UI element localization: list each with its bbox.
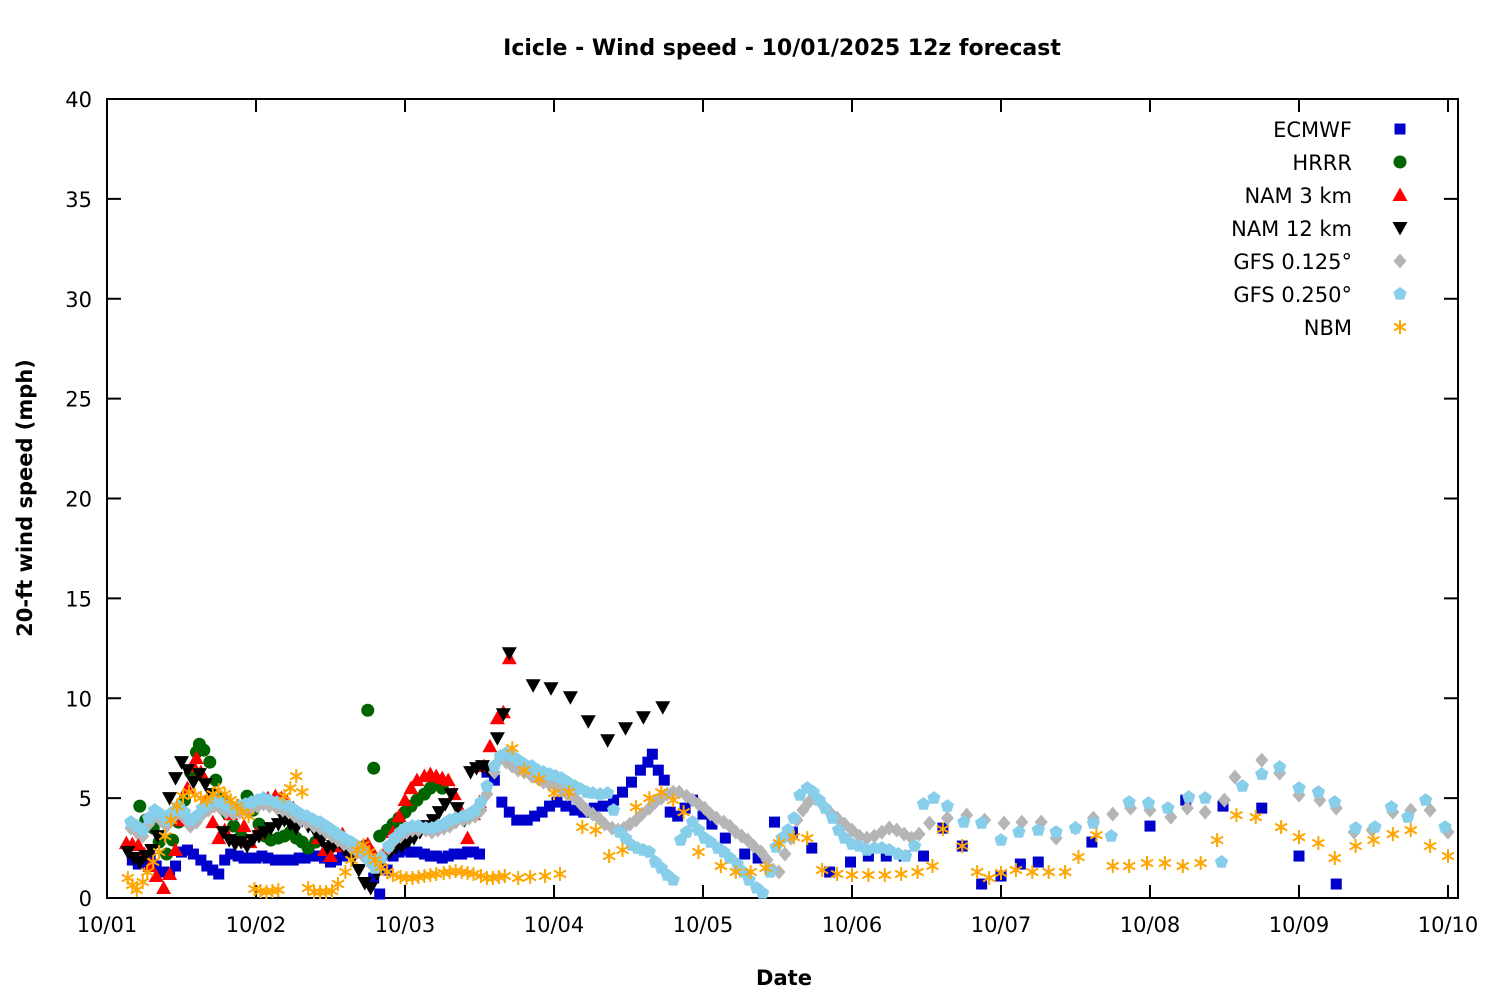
- y-tick-label: 10: [65, 687, 92, 711]
- legend-label: ECMWF: [1273, 118, 1352, 142]
- legend-marker: [1393, 253, 1407, 269]
- legend-marker: [1392, 222, 1408, 236]
- legend-marker: [1393, 155, 1407, 169]
- x-tick-label: 10/03: [375, 913, 436, 937]
- x-tick-label: 10/08: [1120, 913, 1181, 937]
- legend-marker: [1393, 287, 1407, 300]
- legend-label: HRRR: [1292, 151, 1352, 175]
- legend-marker: [1394, 123, 1406, 135]
- x-tick-label: 10/06: [822, 913, 883, 937]
- plot-generated-content: 10/01 10/02 10/03 10/04 10/05 10/06 10/07 10/08…: [65, 88, 1478, 937]
- axes: 10/01 10/02 10/03 10/04 10/05 10/06 10/07 10/08…: [65, 88, 1478, 937]
- legend-label: GFS 0.125°: [1233, 250, 1352, 274]
- x-tick-label: 10/10: [1418, 913, 1479, 937]
- y-tick-label: 30: [65, 288, 92, 312]
- y-tick-label: 0: [79, 887, 92, 911]
- x-axis-label: Date: [756, 966, 812, 990]
- series-gfs-0-250-: [124, 746, 1452, 899]
- series-nbm: [121, 741, 1455, 900]
- x-tick-label: 10/04: [524, 913, 585, 937]
- x-tick-label: 10/05: [673, 913, 734, 937]
- x-tick-label: 10/09: [1269, 913, 1330, 937]
- legend-label: NAM 3 km: [1244, 184, 1352, 208]
- chart-title: Icicle - Wind speed - 10/01/2025 12z for…: [503, 36, 1061, 61]
- y-tick-label: 40: [65, 88, 92, 112]
- legend: ECMWF HRRR NAM 3 km NAM 12 km GFS 0.125° GFS …: [1231, 118, 1408, 340]
- y-axis-label: 20-ft wind speed (mph): [13, 359, 37, 637]
- x-tick-label: 10/02: [226, 913, 287, 937]
- x-tick-label: 10/01: [77, 913, 138, 937]
- y-tick-label: 5: [79, 787, 92, 811]
- legend-label: NBM: [1304, 316, 1352, 340]
- legend-label: GFS 0.250°: [1233, 283, 1352, 307]
- y-tick-label: 15: [65, 587, 92, 611]
- y-tick-label: 20: [65, 488, 92, 512]
- legend-marker: [1393, 320, 1407, 334]
- legend-marker: [1392, 187, 1408, 201]
- legend-label: NAM 12 km: [1231, 217, 1352, 241]
- y-tick-label: 25: [65, 388, 92, 412]
- x-tick-label: 10/07: [971, 913, 1032, 937]
- y-tick-label: 35: [65, 188, 92, 212]
